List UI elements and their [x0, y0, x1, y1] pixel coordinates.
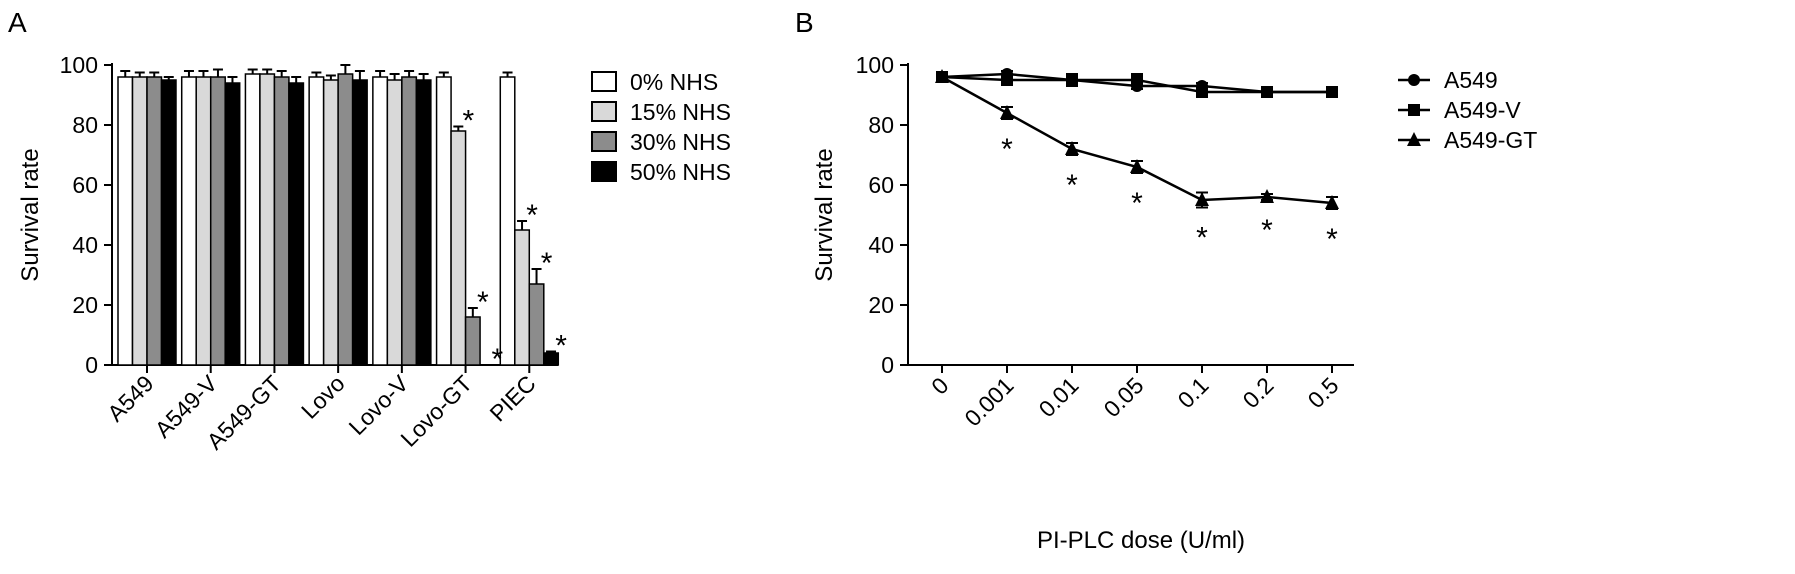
bar	[180, 76, 197, 366]
bar	[195, 76, 212, 366]
x-tick-label-b: 0.5	[1303, 372, 1344, 413]
legend-label: 50% NHS	[630, 159, 731, 185]
panel-b-label: B	[795, 7, 814, 38]
x-tick-label-b: 0.2	[1238, 372, 1279, 413]
bar	[288, 82, 305, 366]
bar	[337, 73, 354, 366]
data-point	[1065, 141, 1079, 155]
x-tick-label-b: 0.01	[1033, 372, 1083, 422]
bar	[244, 73, 261, 366]
bar	[415, 79, 432, 366]
data-point	[1130, 159, 1144, 173]
significance-star: *	[1261, 214, 1273, 247]
y-axis-label-b: Survival rate	[811, 148, 838, 281]
bar	[131, 76, 148, 366]
bar	[450, 130, 467, 366]
bar	[435, 76, 452, 366]
bar	[209, 76, 226, 366]
legend-marker	[1408, 104, 1420, 116]
significance-star: *	[477, 286, 489, 319]
bar	[160, 79, 177, 366]
bar	[259, 73, 276, 366]
y-tick-label-a: 20	[72, 292, 98, 318]
data-point	[1195, 192, 1209, 206]
y-tick-label-a: 80	[72, 112, 98, 138]
legend-label: A549	[1444, 67, 1498, 93]
x-tick-label-a: PIEC	[484, 370, 540, 426]
significance-star: *	[491, 343, 503, 376]
x-tick-label-b: 0	[926, 372, 953, 399]
significance-star: *	[526, 199, 538, 232]
y-tick-label-b: 20	[868, 292, 894, 318]
data-point	[1001, 74, 1013, 86]
data-point	[935, 69, 949, 83]
y-axis-label-a: Survival rate	[17, 148, 44, 281]
data-point	[1260, 189, 1274, 203]
bar	[117, 76, 134, 366]
x-tick-label-b: 0.05	[1098, 372, 1148, 422]
y-tick-label-b: 60	[868, 172, 894, 198]
significance-star: *	[541, 247, 553, 280]
y-tick-label-a: 60	[72, 172, 98, 198]
bar	[273, 76, 290, 366]
legend-label: 15% NHS	[630, 99, 731, 125]
legend-swatch	[591, 71, 617, 92]
bar	[514, 229, 531, 366]
y-tick-label-a: 40	[72, 232, 98, 258]
y-tick-label-b: 40	[868, 232, 894, 258]
y-tick-label-b: 0	[881, 352, 894, 378]
bar	[528, 283, 545, 366]
legend-label: A549-V	[1444, 97, 1521, 123]
data-point	[1131, 74, 1143, 86]
y-tick-label-b: 80	[868, 112, 894, 138]
significance-star: *	[1196, 222, 1208, 255]
data-point	[1066, 74, 1078, 86]
x-tick-label-b: 0.1	[1173, 372, 1214, 413]
x-tick-label-a: Lovo	[296, 370, 350, 424]
data-point	[1196, 86, 1208, 98]
bar	[372, 76, 389, 366]
legend-marker	[1407, 132, 1421, 146]
legend-swatch	[591, 161, 617, 182]
x-tick-label-a: A549	[102, 370, 158, 426]
significance-star: *	[1131, 187, 1143, 220]
legend-label: A549-GT	[1444, 127, 1537, 153]
significance-star: *	[462, 105, 474, 138]
legend-swatch	[591, 101, 617, 122]
data-point	[1261, 86, 1273, 98]
bar	[224, 82, 241, 366]
legend-label: 30% NHS	[630, 129, 731, 155]
significance-star: *	[1066, 169, 1078, 202]
legend-marker	[1408, 74, 1420, 86]
bar	[308, 76, 325, 366]
x-tick-label-b: 0.001	[959, 372, 1018, 431]
bar	[401, 76, 418, 366]
bar	[499, 76, 516, 366]
data-point	[1000, 105, 1014, 119]
significance-star: *	[1326, 223, 1338, 256]
data-point	[1325, 195, 1339, 209]
legend-swatch	[591, 131, 617, 152]
y-tick-label-a: 100	[60, 52, 98, 78]
panel-a-label: A	[8, 7, 27, 38]
legend-label: 0% NHS	[630, 69, 718, 95]
bar	[146, 76, 163, 366]
bar	[386, 79, 403, 366]
bar	[322, 79, 339, 366]
bar	[464, 316, 481, 366]
significance-star: *	[1001, 133, 1013, 166]
x-axis-label-b: PI-PLC dose (U/ml)	[1037, 527, 1245, 554]
data-point	[1326, 86, 1338, 98]
x-tick-label-a: Lovo-GT	[395, 370, 477, 452]
y-tick-label-a: 0	[85, 352, 98, 378]
significance-star: *	[555, 330, 567, 363]
bar	[351, 79, 368, 366]
y-tick-label-b: 100	[856, 52, 894, 78]
